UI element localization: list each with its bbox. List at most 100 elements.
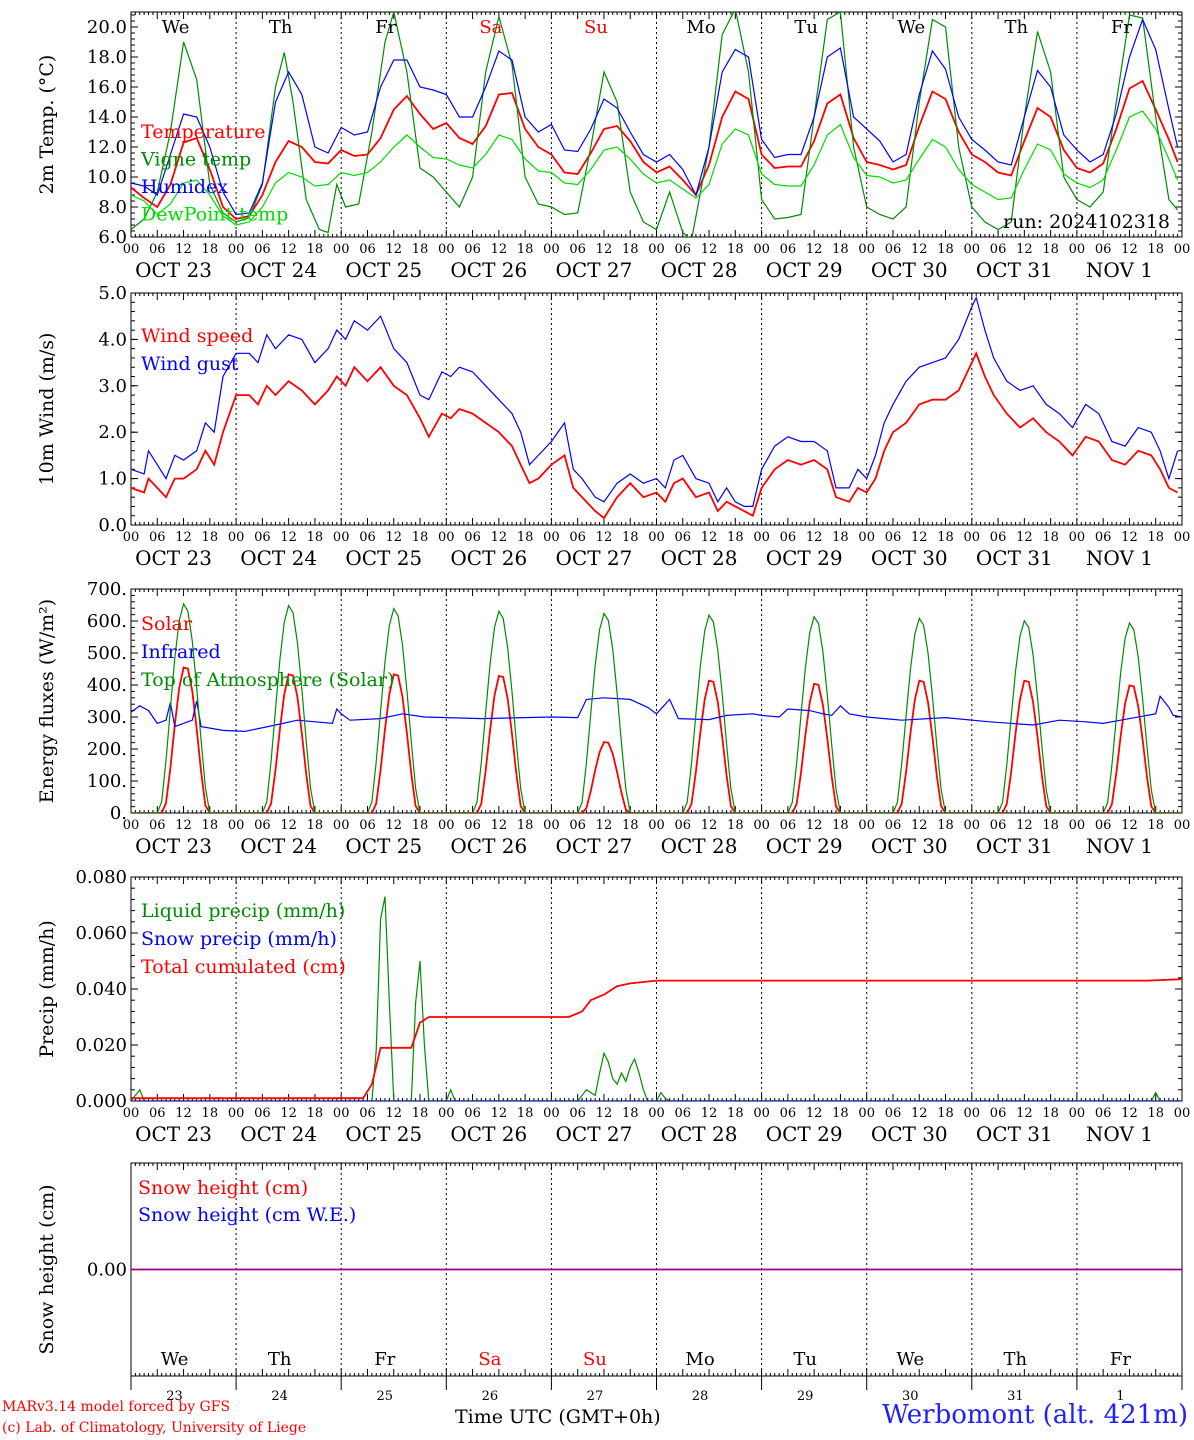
precip-hour-label: 12 — [280, 1106, 297, 1121]
wind-hour-label: 12 — [1121, 530, 1138, 545]
precip-legend-entry: Snow precip (mm/h) — [141, 928, 337, 950]
energy-hour-label: 18 — [412, 818, 429, 833]
precip-hour-label: 18 — [412, 1106, 429, 1121]
wind-hour-label: 12 — [175, 530, 192, 545]
station-title: Werbomont (alt. 421m) — [882, 1400, 1188, 1430]
precip-hour-label: 00 — [964, 1106, 981, 1121]
wind-hour-label: 00 — [1069, 530, 1086, 545]
precip-hour-label: 00 — [1174, 1106, 1191, 1121]
precip-hour-label: 00 — [123, 1106, 140, 1121]
wind-series-line — [131, 350, 1179, 520]
energy-hour-label: 18 — [1147, 818, 1164, 833]
snow-day-number: 23 — [166, 1389, 183, 1404]
precip-hour-label: 06 — [254, 1106, 271, 1121]
energy-hour-label: 18 — [832, 818, 849, 833]
precip-hour-label: 12 — [175, 1106, 192, 1121]
energy-hour-label: 00 — [1174, 818, 1191, 833]
temperature-hour-label: 12 — [806, 242, 823, 257]
wind-hour-label: 18 — [622, 530, 639, 545]
wind-hour-label: 18 — [202, 530, 219, 545]
energy-hour-label: 00 — [123, 818, 140, 833]
snow-day-number: 25 — [376, 1389, 393, 1404]
temperature-weekday-label: Su — [584, 17, 608, 38]
energy-day-label: OCT 25 — [345, 834, 422, 858]
temperature-hour-label: 06 — [990, 242, 1007, 257]
temperature-day-label: OCT 31 — [976, 258, 1053, 282]
wind-series-line — [131, 295, 1179, 507]
wind-hour-label: 00 — [964, 530, 981, 545]
temperature-ylabel: 2m Temp. (°C) — [36, 55, 58, 195]
temperature-hour-label: 18 — [727, 242, 744, 257]
energy-day-label: OCT 23 — [135, 834, 212, 858]
energy-ytick-label: 300. — [87, 707, 127, 728]
temperature-day-label: OCT 25 — [345, 258, 422, 282]
temperature-day-label: OCT 28 — [661, 258, 738, 282]
energy-hour-label: 18 — [727, 818, 744, 833]
snow-legend-entry: Snow height (cm) — [138, 1177, 308, 1199]
precip-day-label: OCT 31 — [976, 1122, 1053, 1146]
precip-hour-label: 12 — [385, 1106, 402, 1121]
temperature-weekday-label: Sa — [479, 17, 502, 38]
energy-hour-label: 06 — [359, 818, 376, 833]
precip-legend-entry: Total cumulated (cm) — [141, 956, 346, 978]
snow-day-number: 26 — [482, 1389, 499, 1404]
wind-hour-label: 00 — [333, 530, 350, 545]
energy-day-label: OCT 31 — [976, 834, 1053, 858]
energy-hour-label: 18 — [202, 818, 219, 833]
wind-hour-label: 18 — [1042, 530, 1059, 545]
precip-hour-label: 18 — [727, 1106, 744, 1121]
energy-hour-label: 18 — [307, 818, 324, 833]
precip-hour-label: 06 — [1095, 1106, 1112, 1121]
temperature-legend-entry: Temperature — [141, 121, 265, 143]
energy-hour-label: 12 — [385, 818, 402, 833]
temperature-legend-entry: Humidex — [141, 176, 228, 198]
time-axis-title: Time UTC (GMT+0h) — [455, 1406, 661, 1428]
temperature-weekday-label: We — [162, 17, 190, 38]
precip-hour-label: 00 — [1069, 1106, 1086, 1121]
precip-hour-label: 06 — [569, 1106, 586, 1121]
temperature-hour-label: 18 — [622, 242, 639, 257]
temperature-hour-label: 12 — [596, 242, 613, 257]
wind-hour-label: 18 — [307, 530, 324, 545]
wind-legend-entry: Wind gust — [141, 353, 239, 375]
energy-hour-label: 18 — [622, 818, 639, 833]
wind-day-label: OCT 26 — [450, 546, 527, 570]
temperature-hour-label: 18 — [1042, 242, 1059, 257]
wind-ytick-label: 5.0 — [98, 283, 127, 304]
energy-ytick-label: 100. — [87, 771, 127, 792]
snow-day-number: 1 — [1116, 1389, 1124, 1404]
temperature-legend-entry: Vigne temp — [140, 149, 251, 171]
snow-weekday-label: We — [896, 1349, 924, 1370]
precip-day-label: OCT 23 — [135, 1122, 212, 1146]
energy-day-label: OCT 30 — [871, 834, 948, 858]
precip-hour-label: 18 — [1042, 1106, 1059, 1121]
temperature-hour-label: 12 — [1121, 242, 1138, 257]
energy-hour-label: 00 — [964, 818, 981, 833]
energy-hour-label: 12 — [596, 818, 613, 833]
energy-ytick-label: 0. — [110, 803, 127, 824]
temperature-weekday-label: We — [897, 17, 925, 38]
wind-hour-label: 12 — [911, 530, 928, 545]
energy-hour-label: 06 — [885, 818, 902, 833]
temperature-series-line — [131, 17, 1179, 216]
wind-hour-label: 06 — [885, 530, 902, 545]
precip-hour-label: 12 — [596, 1106, 613, 1121]
energy-hour-label: 00 — [543, 818, 560, 833]
wind-hour-label: 06 — [359, 530, 376, 545]
wind-hour-label: 18 — [412, 530, 429, 545]
wind-day-label: NOV 1 — [1086, 546, 1153, 570]
precip-hour-label: 06 — [359, 1106, 376, 1121]
temperature-hour-label: 06 — [885, 242, 902, 257]
snow-day-number: 30 — [902, 1389, 919, 1404]
precip-hour-label: 18 — [832, 1106, 849, 1121]
snow-day-number: 29 — [797, 1389, 814, 1404]
precip-hour-label: 06 — [990, 1106, 1007, 1121]
precip-hour-label: 06 — [149, 1106, 166, 1121]
temperature-series-line — [131, 110, 1179, 226]
temperature-hour-label: 12 — [1016, 242, 1033, 257]
energy-hour-label: 00 — [333, 818, 350, 833]
precip-day-label: OCT 28 — [661, 1122, 738, 1146]
energy-legend-entry: Infrared — [141, 641, 221, 663]
temperature-hour-label: 18 — [307, 242, 324, 257]
